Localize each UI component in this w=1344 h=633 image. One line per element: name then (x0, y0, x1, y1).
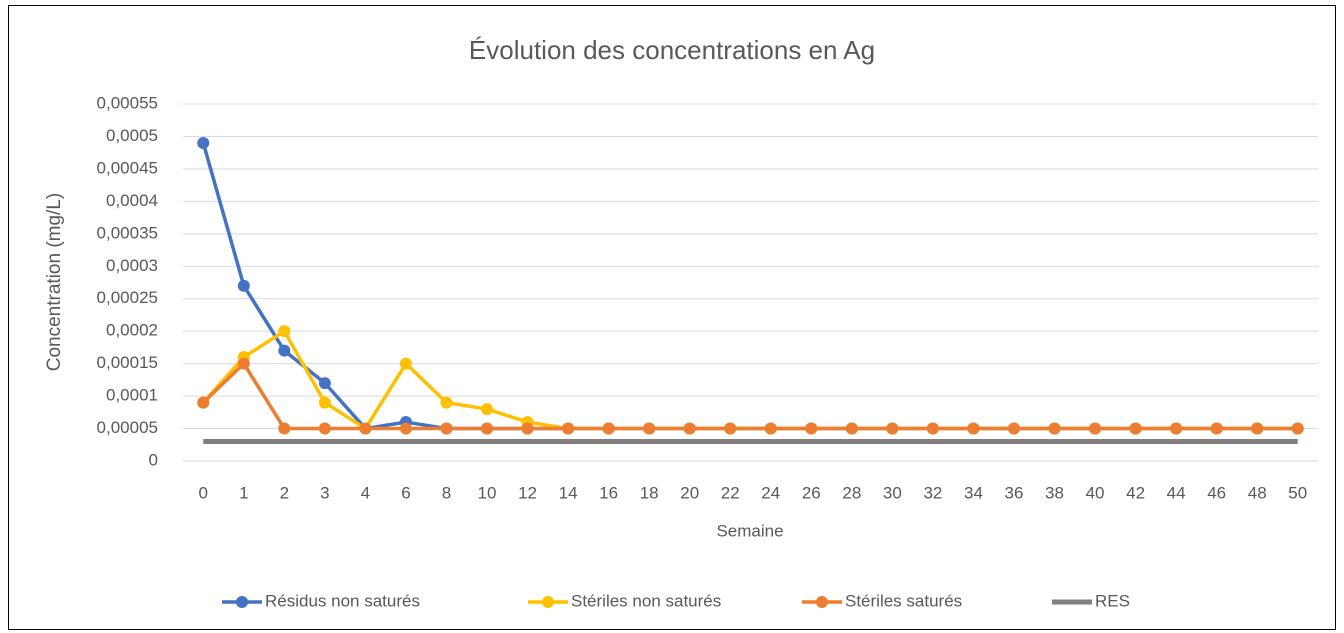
y-tick-label: 0,0001 (106, 386, 158, 405)
x-axis-label: Semaine (716, 521, 783, 540)
series-marker (1089, 422, 1102, 435)
x-tick-label: 0 (199, 483, 208, 502)
chart-title: Évolution des concentrations en Ag (469, 35, 875, 65)
x-tick-label: 32 (923, 483, 942, 502)
x-tick-label: 14 (559, 483, 578, 502)
x-tick-label: 42 (1126, 483, 1145, 502)
series-marker (318, 422, 331, 435)
y-tick-label: 0,00035 (97, 223, 158, 242)
series-marker (440, 422, 453, 435)
series-marker (359, 422, 372, 435)
x-tick-label: 34 (964, 483, 983, 502)
y-axis-label: Concentration (mg/L) (44, 193, 65, 371)
x-tick-label: 8 (442, 483, 451, 502)
legend-label: Résidus non saturés (265, 591, 420, 610)
series-marker (481, 403, 494, 416)
series-marker (724, 422, 737, 435)
y-tick-label: 0,00045 (97, 158, 158, 177)
x-tick-label: 12 (518, 483, 537, 502)
x-tick-label: 10 (478, 483, 497, 502)
series-marker (237, 279, 250, 292)
x-tick-label: 48 (1248, 483, 1267, 502)
y-tick-label: 0,00005 (97, 418, 158, 437)
x-tick-label: 6 (401, 483, 410, 502)
series-marker (764, 422, 777, 435)
x-tick-label: 22 (721, 483, 740, 502)
y-tick-label: 0,0005 (106, 126, 158, 145)
series-marker (562, 422, 575, 435)
series-marker (845, 422, 858, 435)
legend-label: Stériles saturés (845, 591, 962, 610)
x-tick-label: 36 (1005, 483, 1024, 502)
legend-label: Stériles non saturés (571, 591, 721, 610)
series-marker (318, 377, 331, 390)
series-marker (643, 422, 656, 435)
series-marker (278, 344, 291, 357)
x-tick-label: 24 (761, 483, 780, 502)
x-tick-label: 20 (680, 483, 699, 502)
x-tick-label: 18 (640, 483, 659, 502)
x-tick-label: 46 (1207, 483, 1226, 502)
series-line (202, 361, 1298, 431)
series-marker (1291, 422, 1304, 435)
y-tick-label: 0,0004 (106, 191, 158, 210)
x-tick-label: 50 (1288, 483, 1307, 502)
x-tick-label: 26 (802, 483, 821, 502)
legend-label: RES (1095, 591, 1130, 610)
series-marker (1048, 422, 1061, 435)
x-tick-label: 16 (599, 483, 618, 502)
x-tick-label: 3 (320, 483, 329, 502)
legend-marker (816, 596, 828, 608)
series-marker (1129, 422, 1142, 435)
series-marker (886, 422, 899, 435)
y-tick-label: 0,0003 (106, 256, 158, 275)
x-tick-label: 1 (239, 483, 248, 502)
y-tick-label: 0,00015 (97, 353, 158, 372)
series-marker (237, 357, 250, 370)
series-marker (805, 422, 818, 435)
series-marker (602, 422, 615, 435)
series-marker (1210, 422, 1223, 435)
series-marker (683, 422, 696, 435)
y-tick-label: 0,00055 (97, 93, 158, 112)
series-marker (440, 396, 453, 409)
y-tick-label: 0,00025 (97, 288, 158, 307)
x-tick-label: 30 (883, 483, 902, 502)
x-tick-label: 44 (1167, 483, 1186, 502)
legend-marker (542, 596, 554, 608)
series-marker (1251, 422, 1264, 435)
series-marker (1170, 422, 1183, 435)
series-marker (278, 422, 291, 435)
series-marker (926, 422, 939, 435)
x-tick-label: 2 (280, 483, 289, 502)
x-tick-label: 28 (842, 483, 861, 502)
series-marker (399, 422, 412, 435)
chart-border (8, 5, 1336, 630)
series-marker (521, 422, 534, 435)
x-tick-label: 4 (361, 483, 370, 502)
y-tick-label: 0 (149, 450, 158, 469)
series-marker (197, 136, 210, 149)
series-marker (278, 325, 291, 338)
series-marker (318, 396, 331, 409)
series-marker (197, 396, 210, 409)
series-marker (481, 422, 494, 435)
series-marker (399, 357, 412, 370)
x-tick-label: 40 (1086, 483, 1105, 502)
series-marker (1007, 422, 1020, 435)
x-tick-label: 38 (1045, 483, 1064, 502)
series-marker (967, 422, 980, 435)
legend-marker (236, 596, 248, 608)
y-tick-label: 0,0002 (106, 321, 158, 340)
